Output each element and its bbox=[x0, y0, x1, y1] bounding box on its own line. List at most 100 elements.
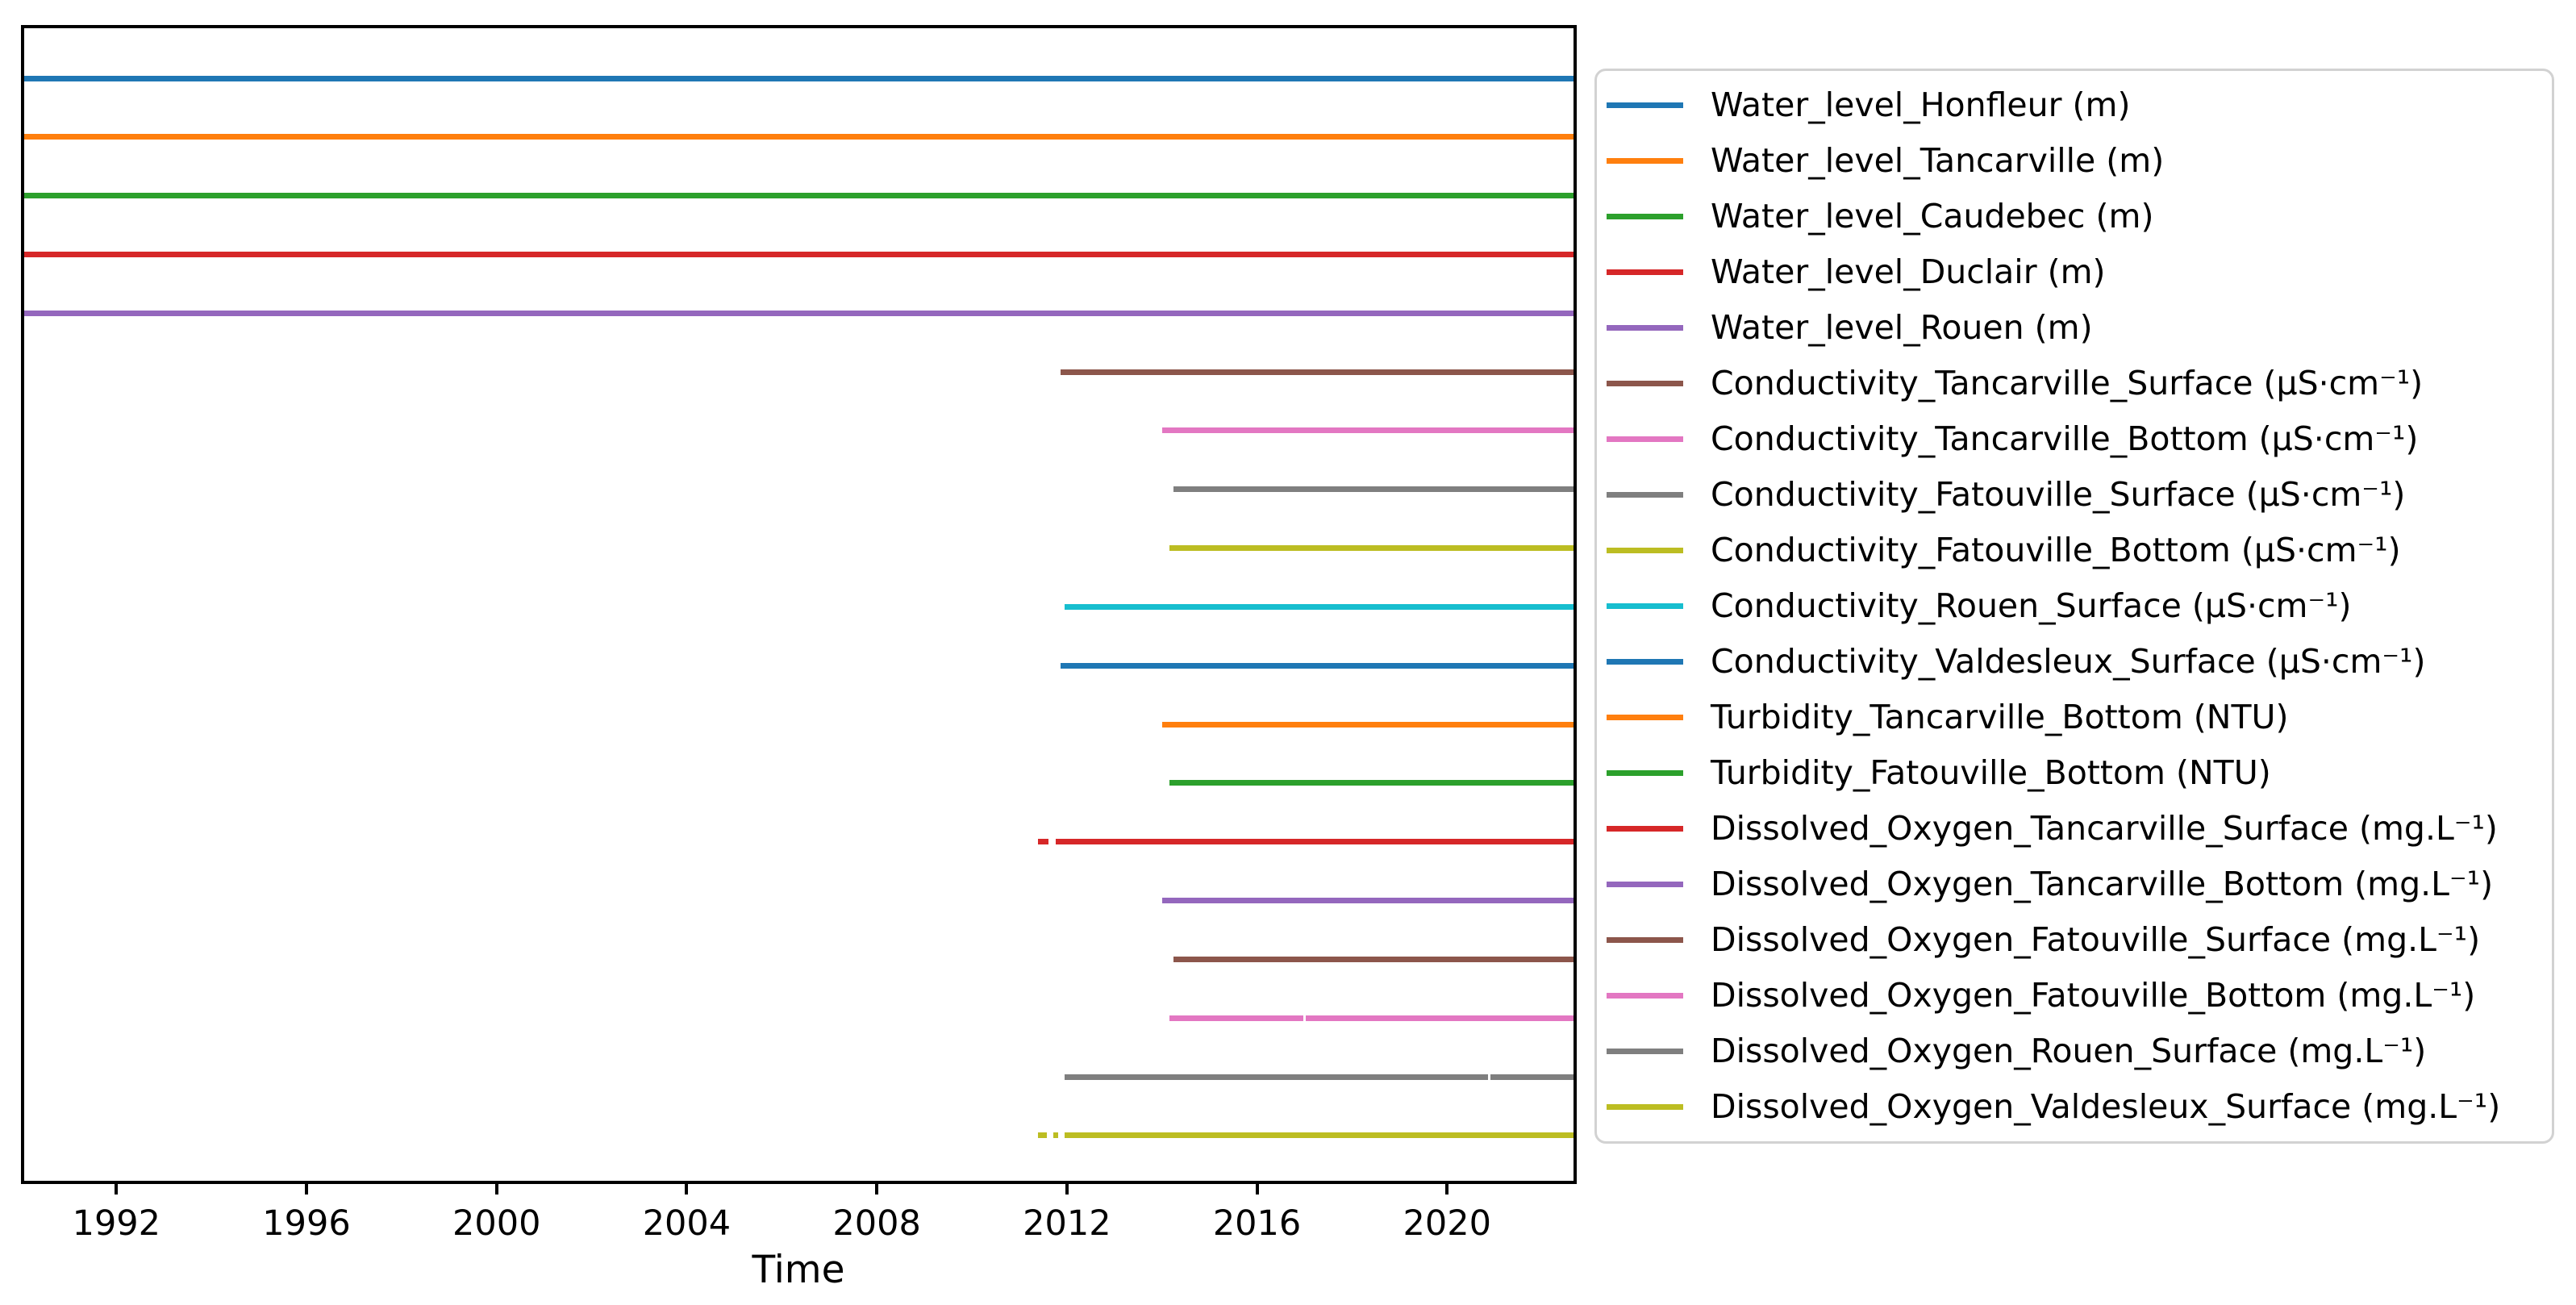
legend-swatch bbox=[1607, 770, 1683, 776]
legend-swatch bbox=[1607, 325, 1683, 331]
legend-row: Water_level_Rouen (m) bbox=[1607, 300, 2552, 356]
series-line bbox=[1060, 369, 1574, 375]
legend-swatch bbox=[1607, 603, 1683, 609]
series-line bbox=[1161, 898, 1574, 904]
legend: Water_level_Honfleur (m) Water_level_Tanc… bbox=[1594, 69, 2554, 1144]
legend-swatch bbox=[1607, 1104, 1683, 1110]
legend-swatch bbox=[1607, 826, 1683, 832]
legend-label: Conductivity_Tancarville_Bottom (μS·cm⁻¹… bbox=[1711, 419, 2419, 458]
legend-label: Water_level_Honfleur (m) bbox=[1711, 85, 2131, 124]
x-axis: 1992 1996 2000 2004 2008 2012 2016 2020 bbox=[24, 1182, 1574, 1303]
series-line bbox=[1169, 780, 1574, 786]
series-line bbox=[1053, 1132, 1059, 1139]
series-line bbox=[24, 75, 1574, 81]
series-line bbox=[1161, 427, 1574, 434]
legend-swatch bbox=[1607, 548, 1683, 553]
series-line bbox=[24, 193, 1574, 199]
x-tick-label: 2008 bbox=[832, 1203, 921, 1244]
legend-label: Dissolved_Oxygen_Rouen_Surface (mg.L⁻¹) bbox=[1711, 1032, 2427, 1070]
legend-label: Dissolved_Oxygen_Fatouville_Surface (mg.… bbox=[1711, 920, 2481, 959]
x-tick-label: 2020 bbox=[1403, 1203, 1491, 1244]
plot-area bbox=[21, 25, 1577, 1184]
x-tick bbox=[685, 1182, 689, 1195]
series-line bbox=[24, 310, 1574, 316]
series-line bbox=[1305, 1015, 1574, 1021]
legend-swatch bbox=[1607, 381, 1683, 386]
legend-label: Conductivity_Fatouville_Bottom (μS·cm⁻¹) bbox=[1711, 531, 2401, 569]
legend-row: Conductivity_Rouen_Surface (μS·cm⁻¹) bbox=[1607, 578, 2552, 634]
legend-row: Conductivity_Fatouville_Bottom (μS·cm⁻¹) bbox=[1607, 523, 2552, 578]
series-line bbox=[24, 251, 1574, 257]
legend-label: Water_level_Duclair (m) bbox=[1711, 252, 2106, 291]
series-line bbox=[1490, 1074, 1574, 1080]
x-tick bbox=[875, 1182, 879, 1195]
x-tick bbox=[494, 1182, 498, 1195]
legend-row: Dissolved_Oxygen_Tancarville_Surface (mg… bbox=[1607, 801, 2552, 857]
legend-label: Conductivity_Rouen_Surface (μS·cm⁻¹) bbox=[1711, 586, 2352, 625]
legend-row: Conductivity_Valdesleux_Surface (μS·cm⁻¹… bbox=[1607, 634, 2552, 690]
legend-swatch bbox=[1607, 214, 1683, 219]
x-tick bbox=[1255, 1182, 1259, 1195]
legend-row: Dissolved_Oxygen_Tancarville_Bottom (mg.… bbox=[1607, 857, 2552, 912]
legend-swatch bbox=[1607, 993, 1683, 999]
x-tick bbox=[1065, 1182, 1069, 1195]
legend-row: Dissolved_Oxygen_Rouen_Surface (mg.L⁻¹) bbox=[1607, 1024, 2552, 1079]
series-line bbox=[1169, 545, 1574, 552]
legend-row: Dissolved_Oxygen_Fatouville_Bottom (mg.L… bbox=[1607, 968, 2552, 1024]
legend-row: Water_level_Duclair (m) bbox=[1607, 244, 2552, 300]
legend-label: Water_level_Caudebec (m) bbox=[1711, 197, 2154, 236]
legend-row: Water_level_Tancarville (m) bbox=[1607, 133, 2552, 189]
series-line bbox=[1037, 1132, 1048, 1139]
legend-label: Water_level_Tancarville (m) bbox=[1711, 141, 2165, 180]
x-tick-label: 1992 bbox=[72, 1203, 161, 1244]
x-tick-label: 1996 bbox=[262, 1203, 351, 1244]
legend-swatch bbox=[1607, 882, 1683, 887]
legend-swatch bbox=[1607, 158, 1683, 164]
x-tick bbox=[305, 1182, 309, 1195]
legend-label: Conductivity_Fatouville_Surface (μS·cm⁻¹… bbox=[1711, 475, 2406, 514]
legend-swatch bbox=[1607, 102, 1683, 108]
legend-label: Dissolved_Oxygen_Valdesleux_Surface (mg.… bbox=[1711, 1087, 2501, 1126]
legend-label: Dissolved_Oxygen_Tancarville_Surface (mg… bbox=[1711, 809, 2498, 848]
legend-row: Water_level_Caudebec (m) bbox=[1607, 189, 2552, 244]
series-line bbox=[1064, 603, 1574, 610]
legend-row: Conductivity_Tancarville_Surface (μS·cm⁻… bbox=[1607, 356, 2552, 411]
series-line bbox=[1169, 1015, 1304, 1021]
x-tick-label: 2012 bbox=[1023, 1203, 1111, 1244]
legend-label: Turbidity_Fatouville_Bottom (NTU) bbox=[1711, 753, 2271, 792]
legend-row: Water_level_Honfleur (m) bbox=[1607, 77, 2552, 133]
x-tick-label: 2000 bbox=[452, 1203, 541, 1244]
series-line bbox=[1055, 839, 1574, 845]
x-tick-label: 2004 bbox=[642, 1203, 732, 1244]
x-axis-title: Time bbox=[752, 1248, 845, 1292]
legend-label: Dissolved_Oxygen_Tancarville_Bottom (mg.… bbox=[1711, 865, 2494, 903]
legend-swatch bbox=[1607, 659, 1683, 665]
series-line bbox=[1173, 956, 1574, 962]
series-line bbox=[1060, 662, 1574, 669]
legend-swatch bbox=[1607, 436, 1683, 442]
series-line bbox=[24, 134, 1574, 140]
legend-swatch bbox=[1607, 715, 1683, 720]
series-line bbox=[1064, 1074, 1488, 1080]
legend-row: Turbidity_Tancarville_Bottom (NTU) bbox=[1607, 690, 2552, 745]
legend-row: Turbidity_Fatouville_Bottom (NTU) bbox=[1607, 745, 2552, 801]
legend-swatch bbox=[1607, 492, 1683, 498]
plot-lines-layer bbox=[24, 28, 1574, 1181]
legend-row: Conductivity_Fatouville_Surface (μS·cm⁻¹… bbox=[1607, 467, 2552, 523]
series-line bbox=[1161, 721, 1574, 728]
x-tick bbox=[1445, 1182, 1449, 1195]
legend-swatch bbox=[1607, 269, 1683, 275]
legend-label: Dissolved_Oxygen_Fatouville_Bottom (mg.L… bbox=[1711, 976, 2476, 1015]
legend-label: Turbidity_Tancarville_Bottom (NTU) bbox=[1711, 698, 2289, 736]
x-tick bbox=[115, 1182, 119, 1195]
legend-row: Conductivity_Tancarville_Bottom (μS·cm⁻¹… bbox=[1607, 411, 2552, 467]
series-line bbox=[1173, 486, 1574, 493]
series-line bbox=[1037, 839, 1048, 845]
legend-swatch bbox=[1607, 1049, 1683, 1054]
legend-swatch bbox=[1607, 937, 1683, 943]
legend-row: Dissolved_Oxygen_Fatouville_Surface (mg.… bbox=[1607, 912, 2552, 968]
legend-label: Water_level_Rouen (m) bbox=[1711, 308, 2093, 347]
legend-label: Conductivity_Tancarville_Surface (μS·cm⁻… bbox=[1711, 364, 2424, 402]
legend-row: Dissolved_Oxygen_Valdesleux_Surface (mg.… bbox=[1607, 1079, 2552, 1135]
